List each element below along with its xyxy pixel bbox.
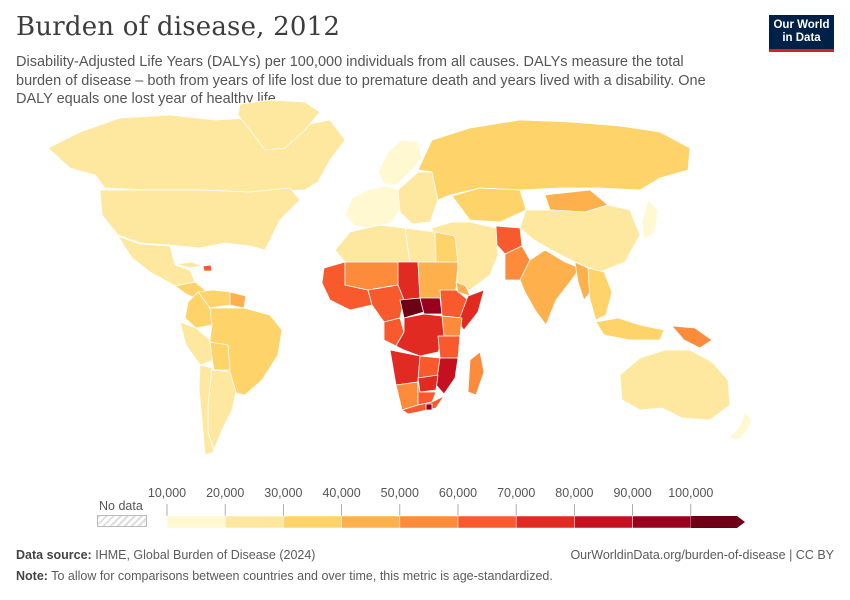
legend-swatch[interactable] <box>690 516 745 528</box>
region-egypt[interactable] <box>434 231 459 263</box>
region-indonesia[interactable] <box>595 317 665 341</box>
footer-note: Note: To allow for comparisons between c… <box>16 569 553 583</box>
region-eastern-europe[interactable] <box>397 171 439 225</box>
region-southeast-asia[interactable] <box>587 267 613 321</box>
legend-swatch[interactable] <box>166 515 226 529</box>
region-argentina[interactable] <box>207 369 237 451</box>
region-png[interactable] <box>671 325 713 349</box>
region-somalia[interactable] <box>457 289 485 331</box>
legend-tick-label: 70,000 <box>497 486 535 500</box>
region-haiti[interactable] <box>202 264 213 272</box>
world-map <box>47 100 753 456</box>
region-western-europe[interactable] <box>344 185 401 229</box>
region-zimbabwe[interactable] <box>417 374 439 393</box>
region-madagascar[interactable] <box>467 351 485 396</box>
region-myanmar[interactable] <box>574 261 593 301</box>
legend-tick-label: 50,000 <box>381 486 419 500</box>
region-bolivia[interactable] <box>209 341 231 371</box>
chart-subtitle: Disability-Adjusted Life Years (DALYs) p… <box>16 54 706 107</box>
logo-line-2: in Data <box>782 32 821 44</box>
footer-url[interactable]: OurWorldinData.org/burden-of-disease | C… <box>570 548 834 562</box>
region-cuba[interactable] <box>175 261 203 269</box>
logo-line-1: Our World <box>773 19 830 31</box>
region-lesotho[interactable] <box>425 403 433 411</box>
region-guyana[interactable] <box>229 291 247 309</box>
legend-tick-label: 40,000 <box>322 486 360 500</box>
legend-tick-label: 80,000 <box>555 486 593 500</box>
region-tanzania[interactable] <box>437 335 461 359</box>
note-label: Note: <box>16 569 48 583</box>
legend-tick-label: 10,000 <box>148 486 186 500</box>
region-libya[interactable] <box>404 227 437 263</box>
region-scandinavia[interactable] <box>377 139 423 186</box>
color-legend: 10,000 20,000 30,000 40,000 50,000 60,000 70,0… <box>148 486 745 529</box>
region-china[interactable] <box>519 204 641 273</box>
region-brazil[interactable] <box>209 307 283 396</box>
legend-swatch[interactable] <box>632 515 692 529</box>
region-south-africa[interactable] <box>401 395 445 415</box>
region-greenland[interactable] <box>237 100 321 151</box>
legend-swatch[interactable] <box>574 515 633 529</box>
region-australia[interactable] <box>619 349 731 421</box>
footer-source: Data source: IHME, Global Burden of Dise… <box>16 548 315 562</box>
region-russia[interactable] <box>417 119 691 201</box>
region-dr-congo[interactable] <box>395 313 445 357</box>
legend-tick-label: 100,000 <box>668 486 713 500</box>
legend-swatch[interactable] <box>457 515 517 529</box>
region-angola[interactable] <box>389 349 421 386</box>
legend-tick-label: 20,000 <box>206 486 244 500</box>
region-mexico[interactable] <box>117 235 196 287</box>
legend-swatch[interactable] <box>515 515 575 529</box>
legend-no-data-label: No data <box>99 499 143 513</box>
legend-tick-label: 90,000 <box>613 486 651 500</box>
region-kazakhstan[interactable] <box>451 187 527 223</box>
note-text: To allow for comparisons between countri… <box>51 569 553 583</box>
source-label: Data source: <box>16 548 92 562</box>
legend-no-data-swatch <box>97 515 147 527</box>
source-text[interactable]: IHME, Global Burden of Disease (2024) <box>95 548 316 562</box>
legend-swatch[interactable] <box>283 515 342 529</box>
region-north-africa[interactable] <box>334 224 411 263</box>
legend-tick-label: 60,000 <box>439 486 477 500</box>
legend-swatch[interactable] <box>341 515 401 529</box>
region-peru[interactable] <box>179 321 215 366</box>
legend-swatch[interactable] <box>224 515 284 529</box>
region-mozambique[interactable] <box>435 357 459 395</box>
region-nigeria-cameroon[interactable] <box>367 284 405 323</box>
region-india[interactable] <box>519 249 581 326</box>
region-kenya[interactable] <box>441 315 463 337</box>
region-japan[interactable] <box>641 199 659 241</box>
region-botswana[interactable] <box>417 381 437 406</box>
chart-title: Burden of disease, 2012 <box>16 12 341 42</box>
region-united-states[interactable] <box>99 187 301 251</box>
region-south-sudan[interactable] <box>419 297 443 315</box>
legend-tick-label: 30,000 <box>264 486 302 500</box>
legend-swatch[interactable] <box>399 515 459 529</box>
owid-logo[interactable]: Our World in Data <box>769 15 834 52</box>
region-new-zealand[interactable] <box>729 411 753 441</box>
region-chile[interactable] <box>198 364 215 456</box>
